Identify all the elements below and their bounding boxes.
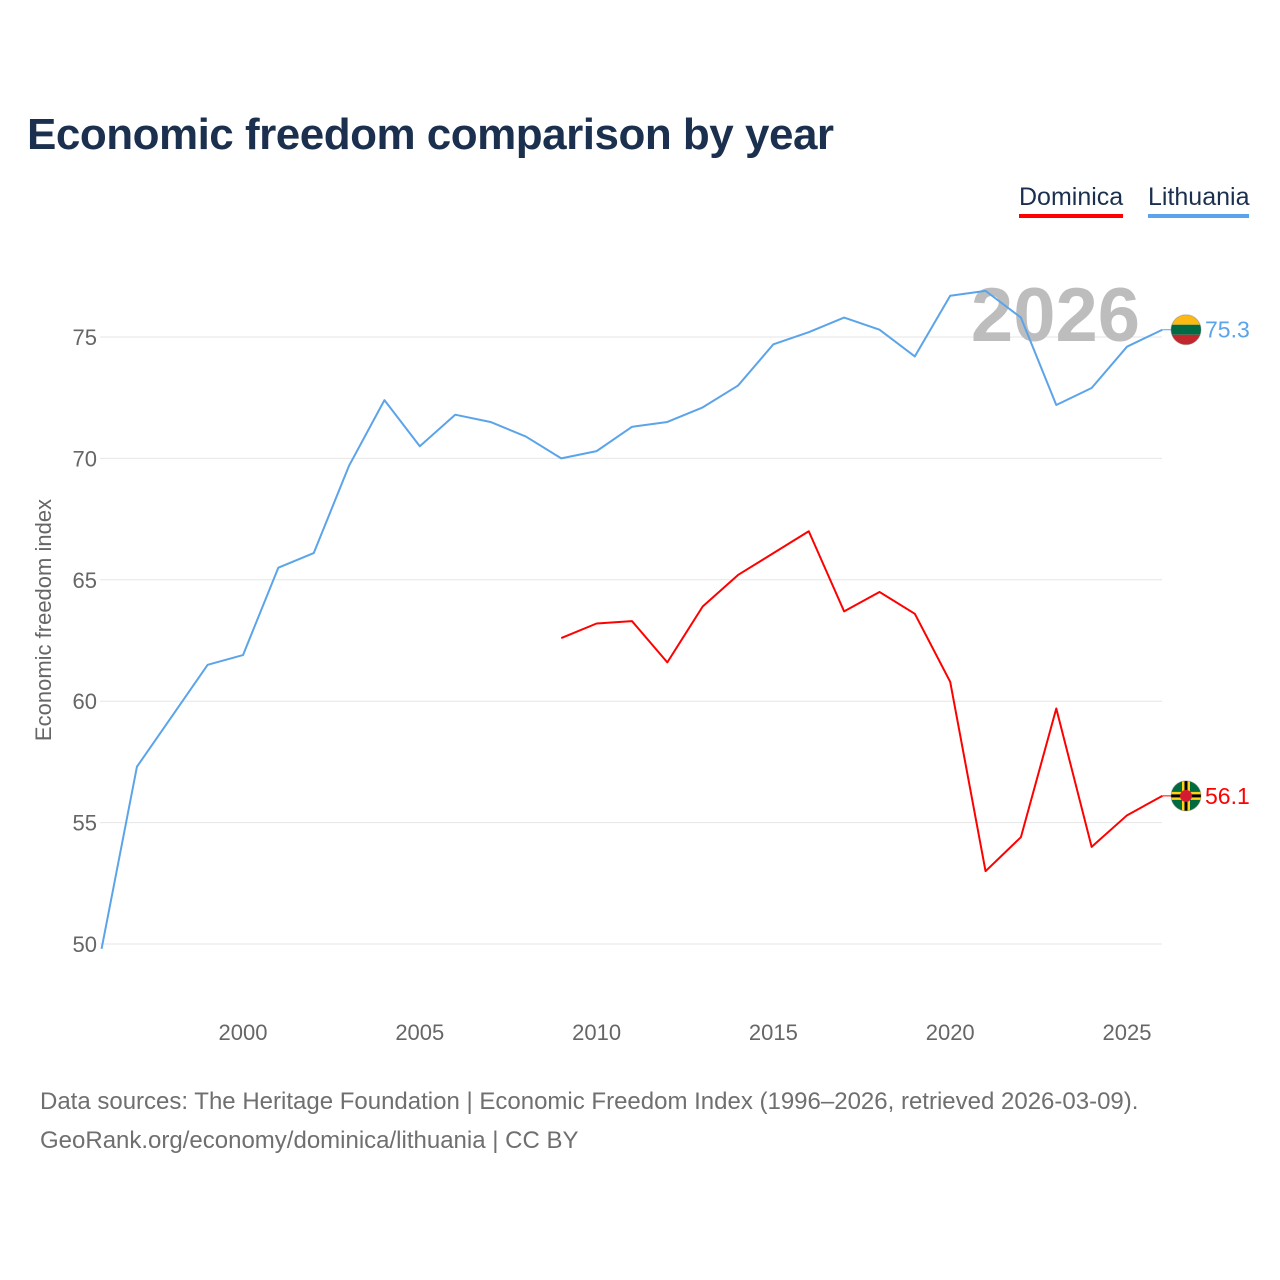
source-text: Data sources: The Heritage Foundation | … <box>40 1088 1139 1115</box>
lithuania-flag-icon <box>1170 314 1202 346</box>
x-tick-label: 2000 <box>219 1020 268 1045</box>
x-tick-label: 2025 <box>1103 1020 1152 1045</box>
legend-dominica[interactable]: Dominica <box>1019 183 1124 218</box>
y-tick-label: 50 <box>73 932 97 957</box>
year-watermark: 2026 <box>971 273 1140 358</box>
x-tick-label: 2010 <box>572 1020 621 1045</box>
url-text[interactable]: GeoRank.org/economy/dominica/lithuania |… <box>40 1127 579 1154</box>
x-tick-label: 2005 <box>395 1020 444 1045</box>
y-axis-label: Economic freedom index <box>31 499 56 741</box>
y-tick-label: 60 <box>73 689 97 714</box>
flag-stripe <box>1171 334 1201 345</box>
y-tick-label: 75 <box>73 325 97 350</box>
flag-border <box>1170 314 1202 346</box>
flag-body <box>1171 314 1201 345</box>
end-value-label-lithuania: 75.3 <box>1205 317 1250 343</box>
flag-border <box>1170 780 1202 812</box>
y-tick-label: 65 <box>73 568 97 593</box>
flag-disc <box>1180 789 1192 802</box>
x-tick-label: 2015 <box>749 1020 798 1045</box>
legend-lithuania[interactable]: Lithuania <box>1148 183 1250 218</box>
series-line-lithuania <box>100 289 1163 950</box>
x-tick-label: 2020 <box>926 1020 975 1045</box>
y-tick-label: 70 <box>73 446 97 471</box>
end-value-label-dominica: 56.1 <box>1205 783 1250 809</box>
y-tick-label: 55 <box>73 811 97 836</box>
flag-stripe <box>1171 324 1201 335</box>
flag-body <box>1171 780 1201 811</box>
chart-title: Economic freedom comparison by year <box>27 110 834 159</box>
flag-stripe <box>1171 314 1201 325</box>
series-line-dominica <box>560 530 1163 873</box>
dominica-flag-icon <box>1170 780 1202 812</box>
